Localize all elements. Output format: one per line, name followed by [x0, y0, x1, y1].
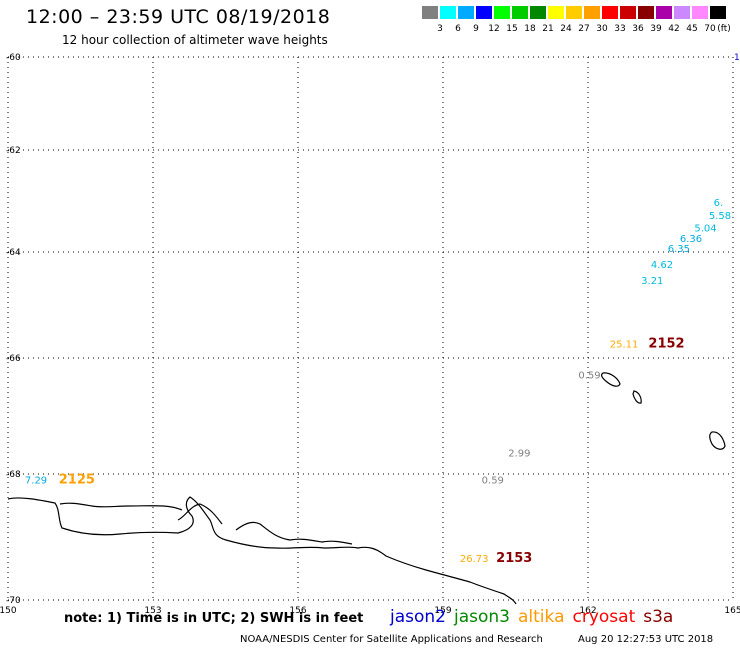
legend-swatch — [422, 6, 438, 19]
generated-timestamp: Aug 20 12:27:53 UTC 2018 — [578, 634, 714, 645]
coastline — [7, 496, 517, 605]
satellite-name: jason2 — [390, 607, 446, 627]
legend-swatch — [566, 6, 582, 19]
antarctic-coastline — [7, 496, 517, 605]
legend-label: 27 — [578, 24, 590, 34]
island-2 — [632, 390, 642, 404]
wave-height-value: 2.99 — [508, 449, 530, 460]
legend-label: 33 — [614, 24, 626, 34]
lat-tick-label: -62 — [6, 146, 21, 156]
legend-label: 45 — [686, 24, 698, 34]
legend-swatch — [620, 6, 636, 19]
island-3 — [709, 431, 726, 450]
wave-height-value: 6.35 — [668, 244, 690, 255]
island-1 — [601, 372, 621, 387]
satellite-name: altika — [518, 607, 565, 627]
satellite-name: s3a — [643, 607, 674, 627]
lat-lon-grid: 150 153 156 159 162 165 -60 -62 -64 -66 -68 -70 1 — [0, 53, 740, 616]
wave-height-value: 6.36 — [680, 234, 702, 245]
coast-inlet-1 — [177, 503, 223, 525]
islands — [601, 372, 726, 450]
legend-label: 39 — [650, 24, 662, 34]
lon-tick-label: 165 — [724, 606, 740, 616]
wave-height-value: 5.04 — [694, 224, 716, 235]
lat-tick-label: -60 — [6, 53, 21, 63]
legend-swatch — [656, 6, 672, 19]
lon-tick-label: 153 — [144, 606, 161, 616]
coast-inlet-2 — [235, 521, 353, 545]
legend-swatch — [458, 6, 474, 19]
pass-time-label: 2125 — [59, 472, 95, 487]
wave-height-value: 5.58 — [709, 211, 731, 222]
satellite-name: cryosat — [572, 607, 636, 627]
legend-swatch — [476, 6, 492, 19]
lat-tick-label: -64 — [6, 248, 21, 258]
legend-swatch — [440, 6, 456, 19]
legend-label: 12 — [488, 24, 500, 34]
credit-footer: NOAA/NESDIS Center for Satellite Applica… — [240, 634, 543, 645]
lat-tick-label: -70 — [6, 596, 21, 606]
legend-swatch — [602, 6, 618, 19]
legend-swatch — [494, 6, 510, 19]
units-note: note: 1) Time is in UTC; 2) SWH is in fe… — [64, 611, 364, 626]
legend-label: 70 — [704, 24, 716, 34]
wave-height-value: 25.11 — [610, 339, 639, 350]
lon-tick-label: 156 — [289, 606, 306, 616]
lon-tick-label: 159 — [434, 606, 451, 616]
pass-time-label: 2152 — [648, 336, 684, 351]
wave-height-value: 0.59 — [482, 475, 504, 486]
legend-label: 9 — [473, 24, 479, 34]
legend-swatch — [692, 6, 708, 19]
wave-height-value: 4.62 — [651, 260, 673, 271]
legend-label: 15 — [506, 24, 518, 34]
wave-height-value: 7.29 — [25, 475, 47, 486]
legend-label: 3 — [437, 24, 443, 34]
lat-tick-label: -66 — [6, 354, 21, 364]
legend-swatch — [638, 6, 654, 19]
lon-tick-label: 150 — [0, 606, 17, 616]
legend-swatch — [584, 6, 600, 19]
legend-swatch — [548, 6, 564, 19]
lat-tick-label: -68 — [6, 470, 21, 480]
wave-height-value: 6. — [714, 198, 724, 209]
legend-swatch — [530, 6, 546, 19]
right-edge-label: 1 — [734, 53, 740, 63]
map-title: 12:00 – 23:59 UTC 08/19/2018 — [26, 6, 331, 28]
legend-label: 6 — [455, 24, 461, 34]
map-labels: 6. 5.58 5.046.366.35 4.62 3.21 25.11 0.59 2.99 0… — [25, 198, 731, 566]
satellite-name: jason3 — [454, 607, 510, 627]
legend-swatch — [710, 6, 726, 19]
wave-height-value: 0.59 — [578, 370, 600, 381]
legend-swatch — [512, 6, 528, 19]
legend-label: 42 — [668, 24, 680, 34]
pass-time-label: 2153 — [496, 551, 532, 566]
lon-tick-label: 162 — [579, 606, 596, 616]
legend-unit: (ft) — [717, 24, 731, 34]
legend-swatch — [674, 6, 690, 19]
satellite-key: jason2 jason3 altika cryosat s3a — [390, 607, 681, 627]
legend-label: 21 — [542, 24, 554, 34]
legend-label: 24 — [560, 24, 572, 34]
map-subtitle: 12 hour collection of altimeter wave hei… — [62, 33, 328, 47]
wave-height-value: 3.21 — [641, 276, 663, 287]
legend-label: 18 — [524, 24, 536, 34]
wave-height-value: 26.73 — [460, 554, 489, 565]
legend-label: 36 — [632, 24, 644, 34]
coast-inlet-3 — [59, 502, 183, 511]
legend-label: 30 — [596, 24, 608, 34]
